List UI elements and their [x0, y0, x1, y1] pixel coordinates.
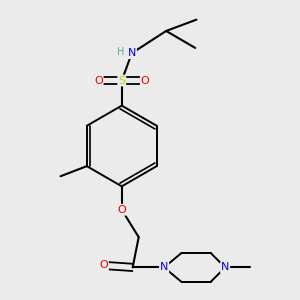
Text: S: S [118, 76, 125, 85]
Text: N: N [128, 48, 136, 58]
Text: N: N [160, 262, 168, 272]
Text: H: H [117, 47, 124, 57]
Text: O: O [99, 260, 108, 270]
Text: O: O [94, 76, 103, 85]
Text: O: O [117, 205, 126, 215]
Text: O: O [141, 76, 149, 85]
Text: N: N [221, 262, 229, 272]
